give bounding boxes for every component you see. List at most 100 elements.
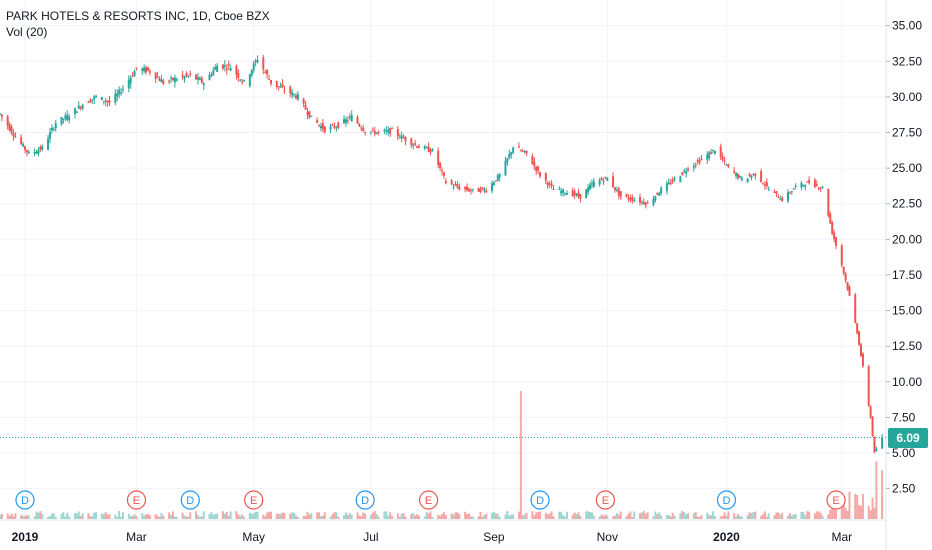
volume-bar: [27, 515, 30, 519]
volume-bar: [506, 511, 509, 519]
dividend-marker[interactable]: D: [355, 490, 375, 510]
candle-body: [842, 266, 845, 274]
dividend-marker[interactable]: D: [15, 490, 35, 510]
candle-body: [667, 182, 670, 184]
volume-bar: [523, 514, 526, 519]
candle-body: [867, 366, 870, 406]
candle-body: [442, 172, 445, 176]
candle-body: [835, 237, 838, 246]
volume-bar: [170, 514, 173, 519]
volume-bar: [181, 512, 184, 519]
candle-body: [763, 184, 766, 186]
earnings-marker[interactable]: E: [826, 490, 846, 510]
candle-body: [494, 180, 497, 182]
price-axis[interactable]: 2.50 5.00 7.50 10.00 12.50 15.00 17.50 20.00 22.…: [886, 19, 922, 496]
volume-bar: [400, 513, 403, 519]
candle-body: [250, 69, 253, 76]
earnings-marker[interactable]: E: [418, 490, 439, 510]
volume-bar: [615, 513, 618, 519]
candle-body: [761, 183, 764, 185]
candle-body: [592, 181, 595, 187]
volume-bar: [631, 516, 634, 519]
candle-body: [560, 190, 563, 194]
candle-body: [579, 193, 582, 199]
volume-bar: [227, 516, 230, 519]
volume-indicator-label[interactable]: Vol (20): [6, 25, 48, 39]
candle-body: [373, 130, 376, 134]
volume-bar: [173, 516, 176, 519]
candle-body: [794, 185, 797, 187]
dividend-marker[interactable]: D: [180, 490, 200, 510]
volume-bar: [23, 516, 26, 519]
candle-body: [318, 124, 321, 126]
volume-bar: [819, 512, 822, 519]
earnings-marker[interactable]: E: [126, 490, 147, 510]
candle-body: [808, 180, 811, 184]
volume-bar: [537, 511, 540, 519]
marker-letter: D: [536, 495, 544, 507]
earnings-marker[interactable]: E: [595, 490, 616, 510]
symbol-title[interactable]: PARK HOTELS & RESORTS INC, 1D, Cboe BZX: [6, 9, 270, 23]
candle-body: [671, 179, 674, 182]
dividend-marker[interactable]: D: [530, 490, 550, 510]
candle-body: [187, 75, 190, 77]
volume-bar: [667, 515, 670, 519]
volume-bar: [47, 516, 50, 519]
volume-bar: [452, 514, 455, 519]
volume-bar: [129, 516, 132, 519]
candle-body: [464, 186, 467, 190]
dividend-marker[interactable]: D: [716, 490, 737, 510]
volume-bar: [175, 516, 178, 519]
candle-body: [692, 165, 695, 168]
candle-body: [550, 183, 553, 186]
candle-body: [333, 125, 336, 128]
volume-bar: [710, 515, 713, 519]
candle-body: [321, 123, 324, 130]
candle-body: [283, 90, 286, 92]
volume-bar: [573, 512, 576, 519]
candle-body: [706, 154, 709, 160]
candle-body: [429, 150, 432, 153]
candle-body: [577, 192, 580, 197]
volume-bar: [644, 513, 647, 519]
candle-body: [658, 192, 661, 196]
candle-body: [87, 101, 90, 103]
volume-bar: [410, 514, 413, 519]
volume-bar: [779, 514, 782, 519]
candle-body: [400, 135, 403, 139]
candle-body: [746, 178, 749, 183]
volume-bar: [494, 513, 497, 519]
candle-body: [760, 170, 763, 183]
candle-body: [402, 137, 405, 139]
volume-bar: [398, 516, 401, 519]
y-tick-label: 2.50: [892, 482, 916, 496]
volume-bar: [241, 514, 244, 519]
candle-body: [506, 158, 509, 162]
candle-body: [414, 143, 417, 145]
candle-body: [721, 156, 724, 160]
candle-body: [331, 124, 334, 126]
marker-letter: E: [133, 495, 140, 507]
time-axis[interactable]: 2019 Mar May Jul Sep Nov 2020 Mar: [12, 530, 852, 544]
volume-bar: [120, 516, 123, 519]
candle-body: [27, 151, 30, 154]
candle-body: [95, 96, 98, 98]
candle-body: [800, 182, 803, 188]
candle-body: [781, 197, 784, 201]
candle-body: [89, 100, 92, 103]
candle-body: [389, 128, 392, 134]
candle-body: [398, 137, 401, 139]
volume-bar: [146, 513, 149, 519]
volume-bar: [202, 511, 205, 519]
volume-bar: [22, 516, 25, 519]
candle-body: [391, 127, 394, 129]
candle-body: [840, 245, 843, 266]
volume-bar: [786, 515, 789, 519]
volume-bar: [377, 516, 380, 519]
candle-body: [733, 170, 736, 173]
volume-bar: [73, 513, 76, 519]
candle-body: [135, 67, 138, 69]
earnings-marker[interactable]: E: [244, 490, 264, 510]
candle-body: [625, 194, 628, 197]
